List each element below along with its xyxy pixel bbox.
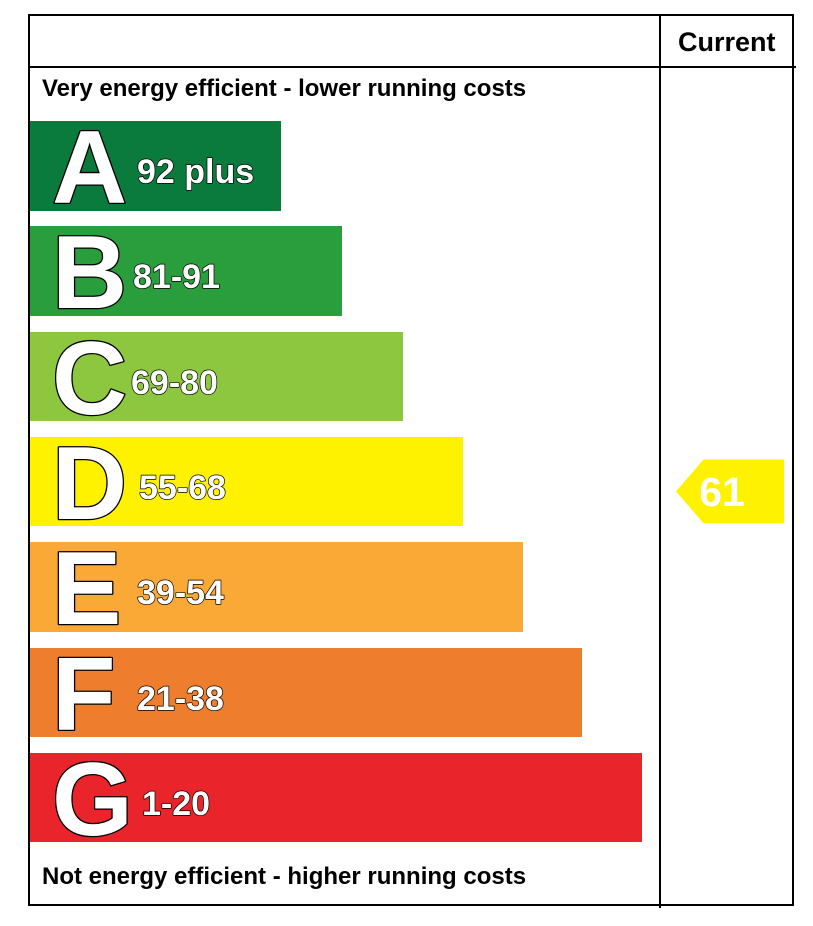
- svg-text:21-38: 21-38: [137, 680, 224, 718]
- svg-text:G: G: [52, 753, 133, 843]
- svg-text:B: B: [52, 226, 127, 316]
- svg-text:1-20: 1-20: [142, 785, 210, 823]
- svg-text:92 plus: 92 plus: [137, 153, 254, 191]
- svg-text:C: C: [52, 332, 127, 422]
- svg-text:E: E: [52, 542, 121, 632]
- svg-text:55-68: 55-68: [139, 469, 226, 507]
- svg-text:F: F: [52, 648, 116, 738]
- svg-text:A: A: [52, 121, 127, 211]
- svg-text:D: D: [52, 437, 127, 527]
- svg-text:61: 61: [699, 469, 745, 515]
- svg-text:69-80: 69-80: [131, 364, 218, 402]
- svg-text:39-54: 39-54: [137, 574, 224, 612]
- svg-text:81-91: 81-91: [133, 258, 220, 296]
